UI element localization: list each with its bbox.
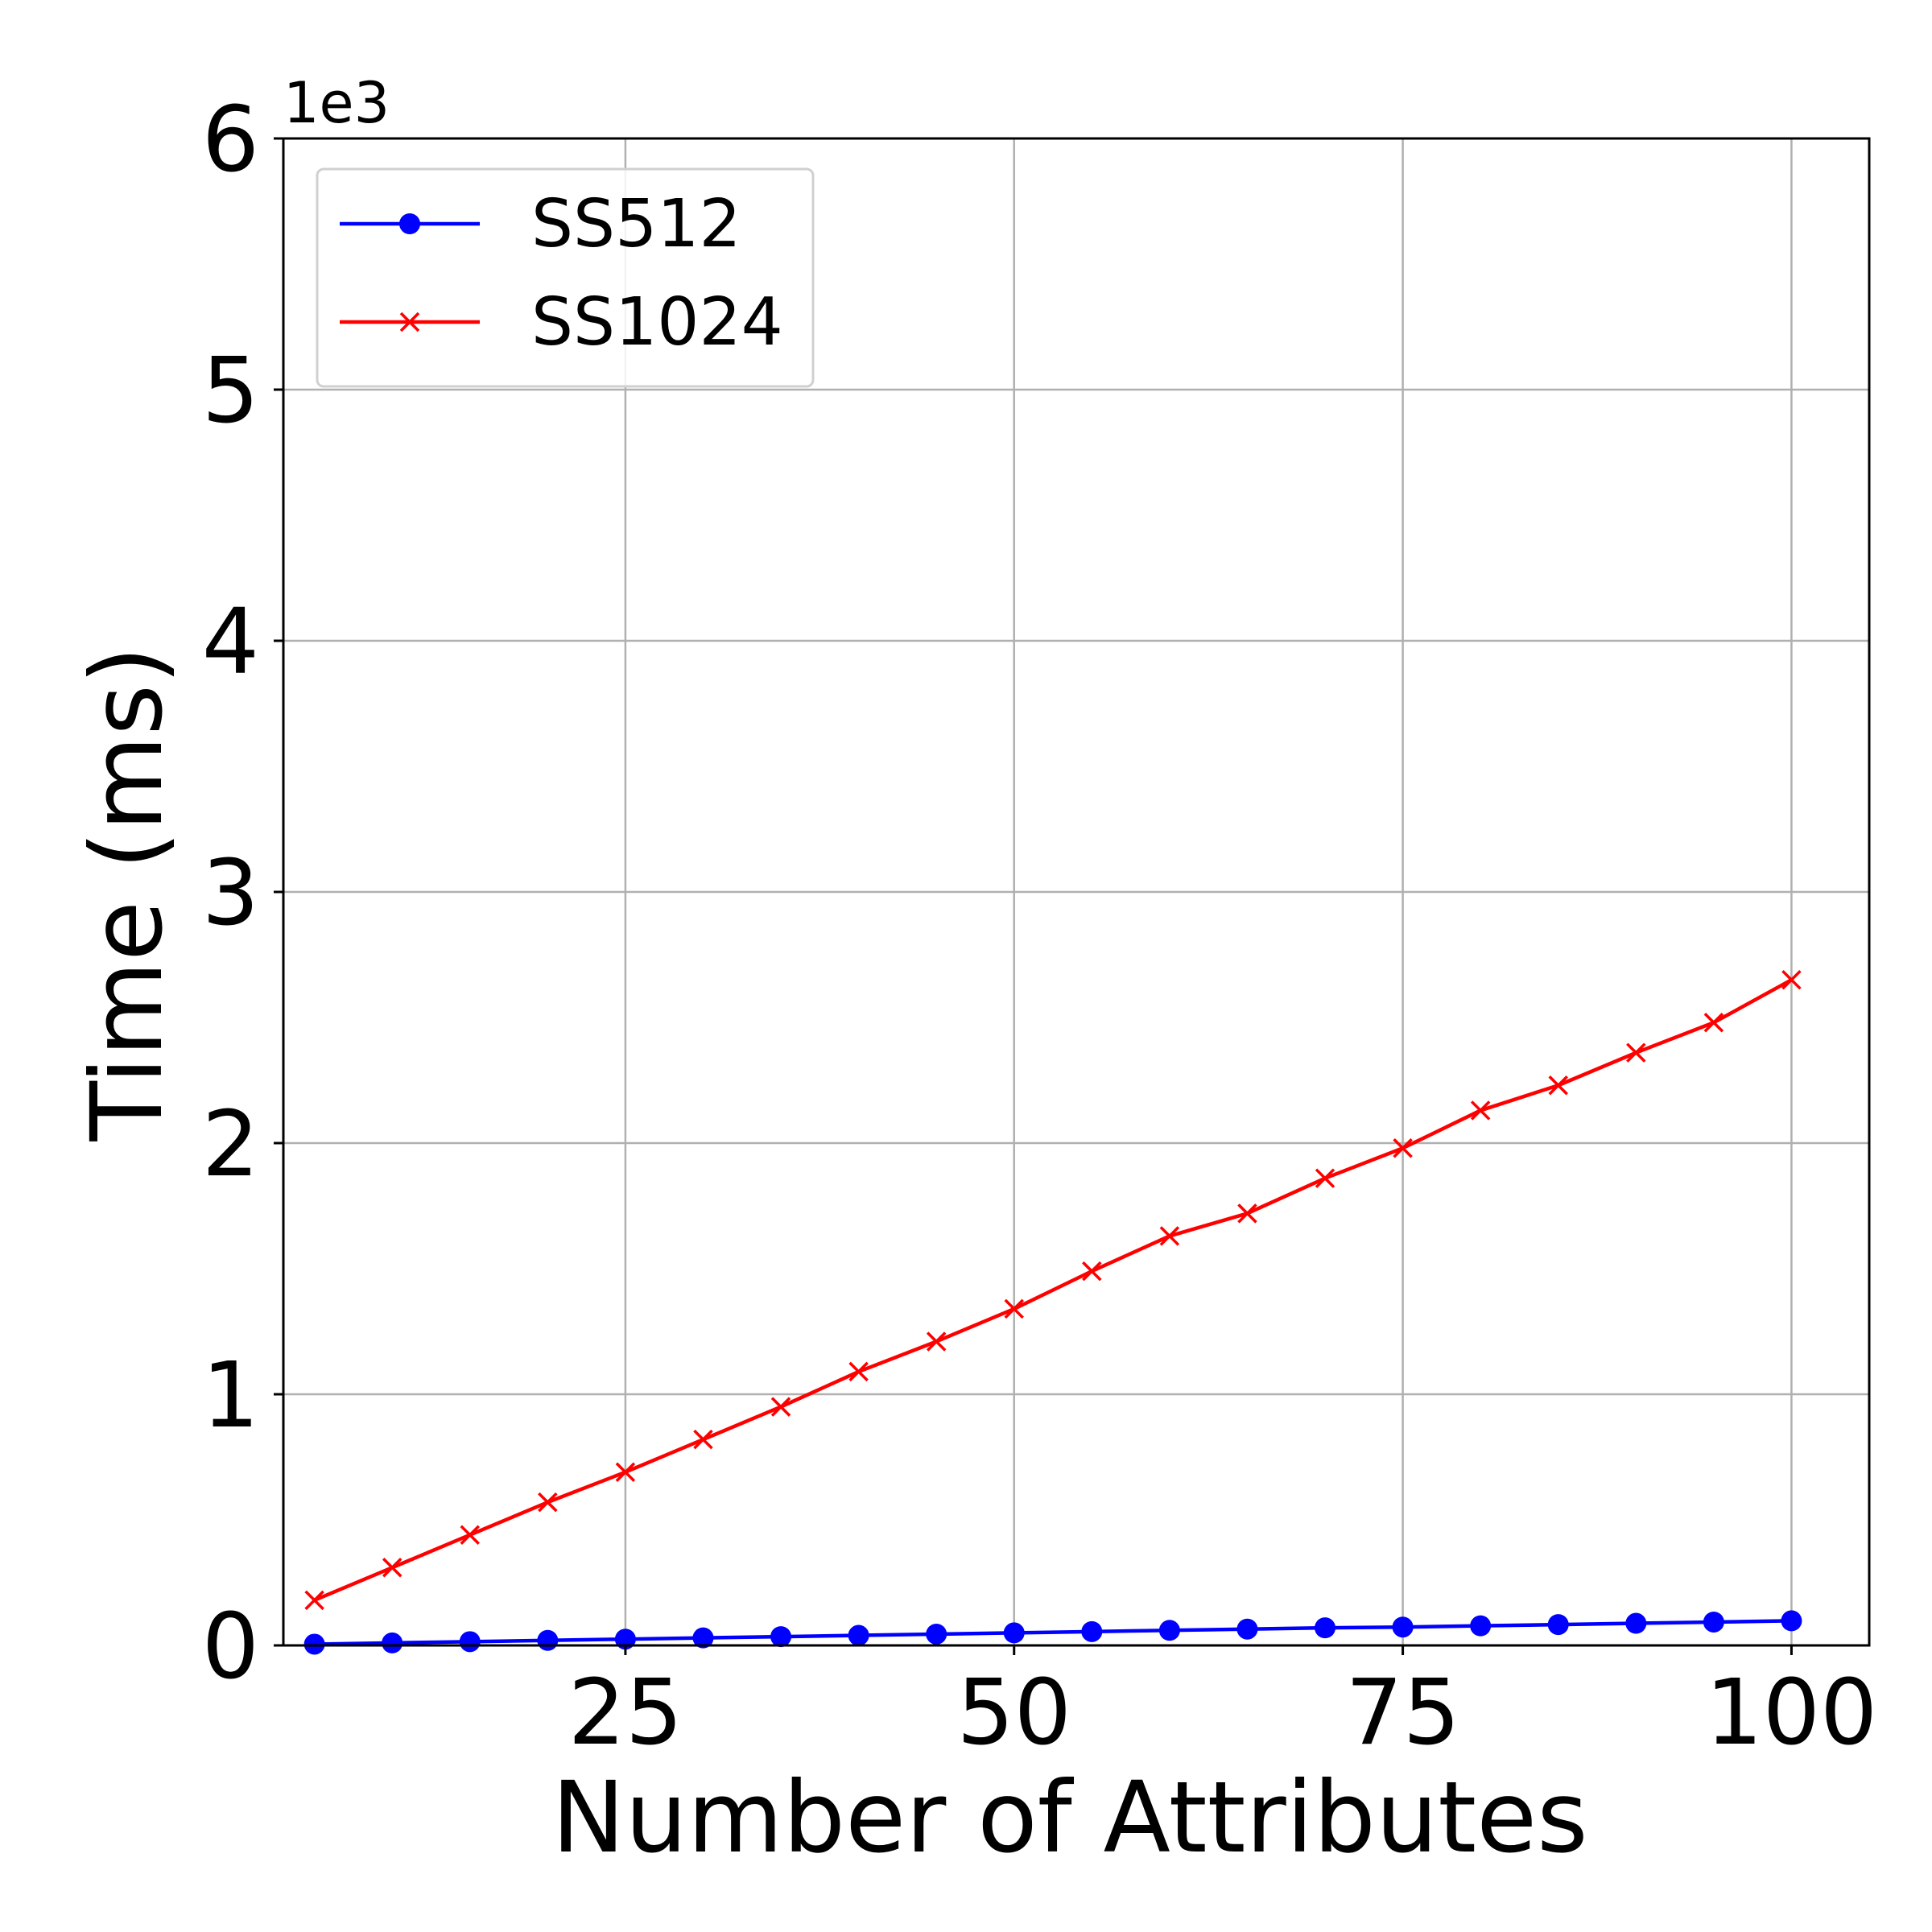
y-tick-label: 0 xyxy=(202,1595,259,1699)
series-line-ss512 xyxy=(314,1619,1792,1646)
data-point-ss512 xyxy=(1003,1622,1025,1644)
data-point-ss512 xyxy=(848,1624,869,1646)
data-point-ss1024 xyxy=(1703,1013,1724,1033)
data-point-ss512 xyxy=(303,1633,325,1655)
data-point-ss512 xyxy=(1158,1620,1180,1641)
x-tick-label: 100 xyxy=(1706,1661,1878,1765)
data-point-ss1024 xyxy=(1781,969,1802,990)
data-point-ss512 xyxy=(1781,1610,1802,1632)
legend-label: SS1024 xyxy=(531,284,783,361)
data-point-ss1024 xyxy=(304,1590,324,1611)
y-axis-offset-label: 1e3 xyxy=(283,70,390,136)
y-tick-label: 4 xyxy=(202,590,259,695)
x-tick-label: 50 xyxy=(956,1661,1071,1765)
series-line-ss1024 xyxy=(313,978,1793,1602)
data-point-ss1024 xyxy=(1470,1100,1491,1121)
data-point-ss512 xyxy=(926,1623,947,1645)
legend-label: SS512 xyxy=(531,186,741,262)
data-point-ss1024 xyxy=(926,1331,947,1352)
y-tick-label: 3 xyxy=(202,841,259,946)
y-tick-label: 6 xyxy=(202,88,259,192)
data-point-ss1024 xyxy=(1004,1298,1024,1319)
data-point-ss1024 xyxy=(1237,1203,1257,1224)
x-tick-label: 75 xyxy=(1345,1661,1460,1765)
series-layer xyxy=(303,969,1802,1655)
data-point-ss512 xyxy=(382,1632,403,1653)
y-axis-label: Time (ms) xyxy=(70,646,184,1142)
legend-marker-circle xyxy=(399,213,420,234)
x-tick-label: 25 xyxy=(568,1661,683,1765)
legend: SS512 SS1024 xyxy=(316,167,815,388)
data-point-ss512 xyxy=(1081,1620,1103,1642)
data-point-ss1024 xyxy=(1626,1042,1646,1063)
data-point-ss512 xyxy=(1625,1612,1647,1634)
axis-ticks: 25 50 75 100 0 1 2 3 4 5 6 xyxy=(202,88,1878,1765)
data-point-ss512 xyxy=(692,1627,714,1649)
data-point-ss512 xyxy=(459,1631,481,1653)
y-tick-label: 1 xyxy=(202,1344,259,1448)
data-point-ss1024 xyxy=(1082,1261,1102,1282)
data-point-ss512 xyxy=(1392,1616,1414,1638)
x-axis-label: Number of Attributes xyxy=(551,1761,1588,1875)
data-point-ss1024 xyxy=(382,1558,402,1578)
legend-marker-x xyxy=(399,312,420,332)
data-point-ss1024 xyxy=(460,1525,481,1545)
data-point-ss1024 xyxy=(1548,1075,1568,1096)
data-point-ss512 xyxy=(1703,1611,1724,1633)
data-point-ss512 xyxy=(1470,1615,1492,1637)
data-point-ss1024 xyxy=(538,1492,558,1513)
data-point-ss512 xyxy=(770,1626,792,1648)
data-point-ss512 xyxy=(1236,1618,1258,1640)
data-point-ss512 xyxy=(1547,1614,1569,1636)
data-point-ss1024 xyxy=(615,1462,636,1482)
data-point-ss1024 xyxy=(1159,1226,1180,1246)
y-tick-label: 2 xyxy=(202,1092,259,1197)
data-point-ss1024 xyxy=(1393,1138,1413,1158)
data-point-ss1024 xyxy=(770,1397,791,1417)
data-point-ss512 xyxy=(1315,1617,1336,1639)
y-tick-label: 5 xyxy=(202,339,259,444)
data-point-ss512 xyxy=(537,1629,559,1651)
data-point-ss1024 xyxy=(848,1361,869,1382)
data-point-ss1024 xyxy=(1315,1168,1335,1188)
data-point-ss1024 xyxy=(693,1429,713,1450)
